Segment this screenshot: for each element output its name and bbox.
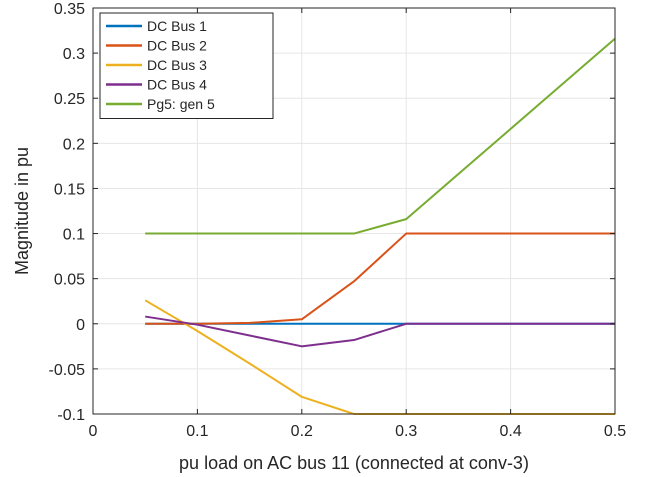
x-tick-label: 0: [89, 423, 98, 440]
y-axis-label: Magnitude in pu: [12, 147, 32, 275]
legend-label: DC Bus 2: [147, 38, 207, 54]
y-tick-label: -0.1: [57, 407, 85, 424]
y-tick-label: 0.1: [63, 227, 85, 244]
y-tick-label: 0.3: [63, 46, 85, 63]
legend-label: DC Bus 1: [147, 18, 207, 34]
y-tick-label: 0.15: [54, 181, 85, 198]
axis-ticks: [92, 7, 616, 415]
series-line-4: [145, 315, 615, 348]
x-tick-label: 0.3: [395, 423, 417, 440]
x-tick-label: 0.1: [186, 423, 208, 440]
series-line-2: [145, 232, 615, 325]
y-tick-label: 0: [76, 317, 85, 334]
x-tick-label: 0.5: [604, 423, 626, 440]
legend-label: DC Bus 4: [147, 77, 207, 93]
y-tick-label: 0.2: [63, 136, 85, 153]
y-tick-label: -0.05: [49, 362, 86, 379]
legend-label: Pg5: gen 5: [147, 96, 215, 112]
series-line-5: [145, 37, 616, 235]
y-tick-label: 0.35: [54, 1, 85, 18]
y-tick-label: 0.25: [54, 91, 85, 108]
x-tick-labels: 0 0.1 0.2 0.3 0.4 0.5: [89, 423, 627, 440]
y-tick-labels: -0.1 -0.05 0 0.05 0.1 0.15 0.2 0.25 0.3 0.35: [49, 1, 86, 424]
x-axis-label: pu load on AC bus 11 (connected at conv-…: [179, 453, 529, 473]
legend: DC Bus 1 DC Bus 2 DC Bus 3 DC Bus 4 Pg5: gen…: [99, 12, 274, 119]
y-tick-label: 0.05: [54, 272, 85, 289]
x-tick-label: 0.4: [499, 423, 521, 440]
legend-label: DC Bus 3: [147, 57, 207, 73]
x-tick-label: 0.2: [291, 423, 313, 440]
plot-frame: [92, 7, 616, 415]
